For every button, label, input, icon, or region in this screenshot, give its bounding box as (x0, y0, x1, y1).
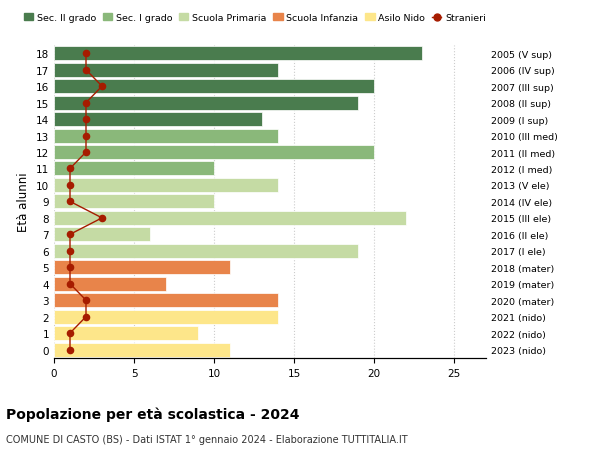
Point (65, 198, 75, 206)
Point (81, 297, 91, 304)
Point (81, 133, 91, 140)
Point (65, 231, 75, 239)
Bar (54, 146, 374, 160)
Point (65, 280, 75, 288)
Point (65, 346, 75, 353)
Point (65, 247, 75, 255)
Point (81, 50, 91, 58)
Bar (54, 261, 230, 274)
Bar (54, 310, 278, 324)
Point (65, 330, 75, 337)
Bar (54, 294, 278, 308)
Bar (54, 179, 278, 192)
Bar (54, 129, 278, 143)
Bar (54, 113, 262, 127)
Text: Popolazione per età scolastica - 2024: Popolazione per età scolastica - 2024 (6, 406, 299, 421)
Bar (54, 162, 214, 176)
Bar (54, 228, 150, 242)
Bar (54, 326, 198, 341)
Y-axis label: Età alunni: Età alunni (17, 172, 31, 232)
Legend: Sec. II grado, Sec. I grado, Scuola Primaria, Scuola Infanzia, Asilo Nido, Stran: Sec. II grado, Sec. I grado, Scuola Prim… (20, 10, 490, 27)
Point (81, 149, 91, 157)
Bar (54, 195, 214, 209)
Bar (54, 63, 278, 78)
Point (81, 116, 91, 123)
Bar (54, 80, 374, 94)
Text: COMUNE DI CASTO (BS) - Dati ISTAT 1° gennaio 2024 - Elaborazione TUTTITALIA.IT: COMUNE DI CASTO (BS) - Dati ISTAT 1° gen… (6, 434, 407, 444)
Point (81, 313, 91, 321)
Point (97, 83, 107, 90)
Bar (54, 244, 358, 258)
Point (97, 215, 107, 222)
Point (65, 182, 75, 189)
Bar (54, 212, 406, 225)
Bar (54, 277, 166, 291)
Point (81, 67, 91, 74)
Point (65, 264, 75, 271)
Point (65, 165, 75, 173)
Bar (54, 343, 230, 357)
Bar (54, 47, 422, 61)
Bar (54, 96, 358, 110)
Point (81, 100, 91, 107)
